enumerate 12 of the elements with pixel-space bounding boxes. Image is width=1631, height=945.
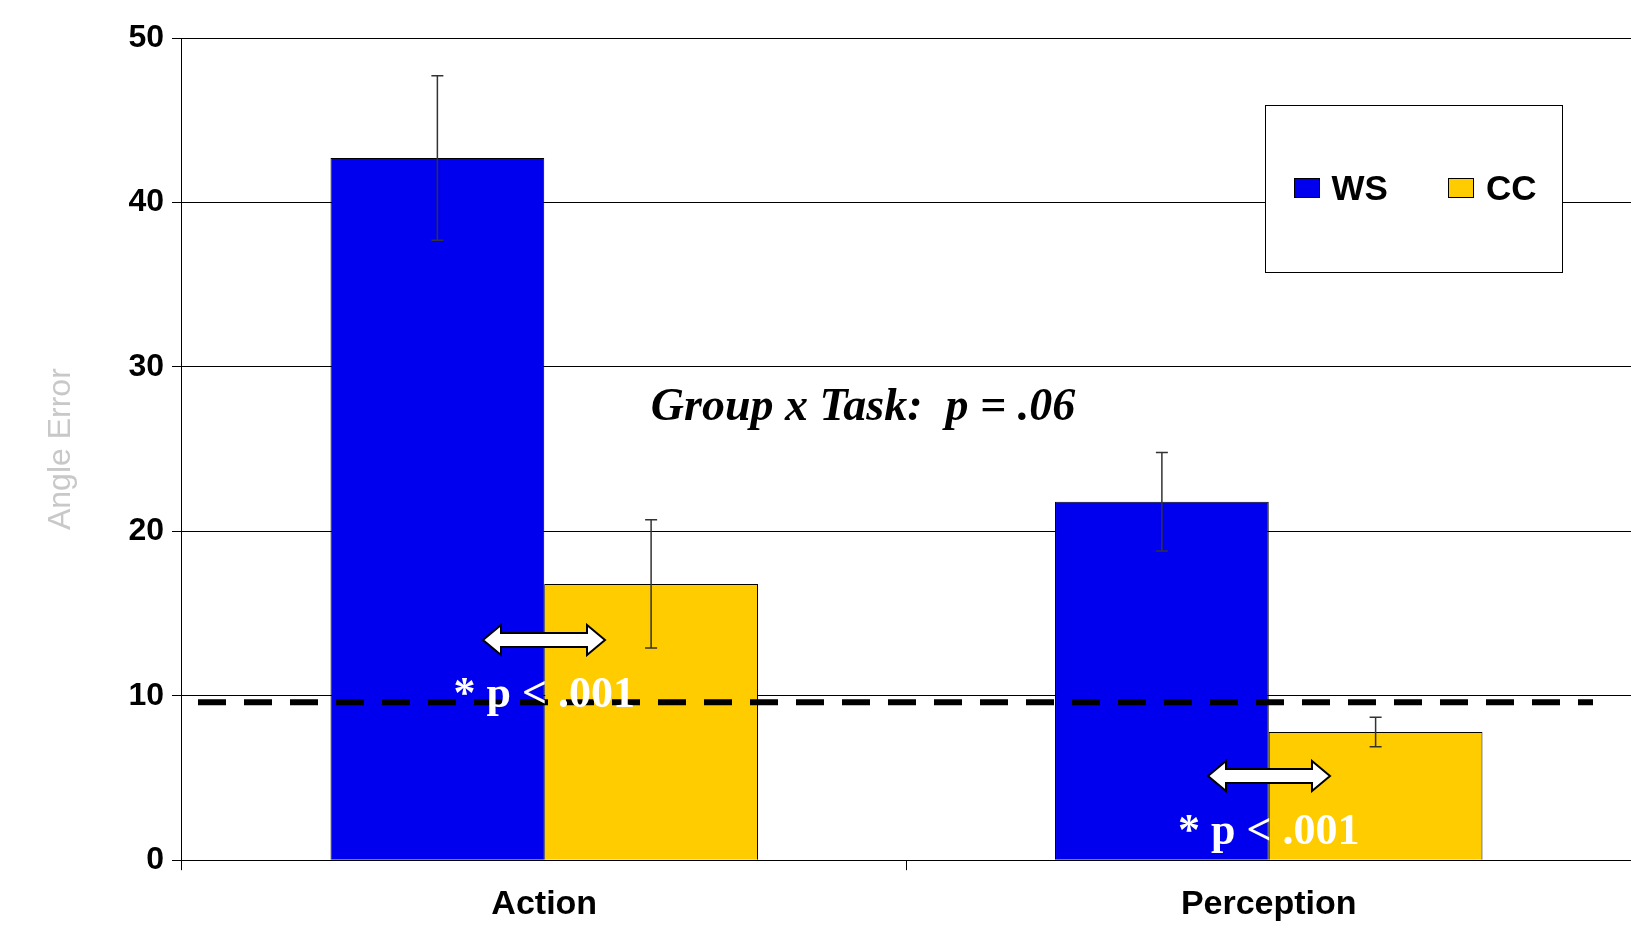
annotation: Group x Task: p = .06 — [650, 378, 1076, 430]
annotation: * p < .001 — [1177, 804, 1360, 854]
y-tick-label: 30 — [128, 346, 164, 383]
y-tick-label: 10 — [128, 675, 164, 712]
y-tick-label: 20 — [128, 511, 164, 548]
legend-label: CC — [1485, 168, 1537, 208]
y-tick-label: 50 — [128, 17, 164, 54]
y-tick-label: 0 — [146, 840, 164, 877]
x-tick-label: Perception — [1180, 882, 1357, 921]
x-tick-label: Action — [491, 882, 598, 921]
y-tick-label: 40 — [128, 182, 164, 219]
legend-label: WS — [1331, 168, 1388, 208]
